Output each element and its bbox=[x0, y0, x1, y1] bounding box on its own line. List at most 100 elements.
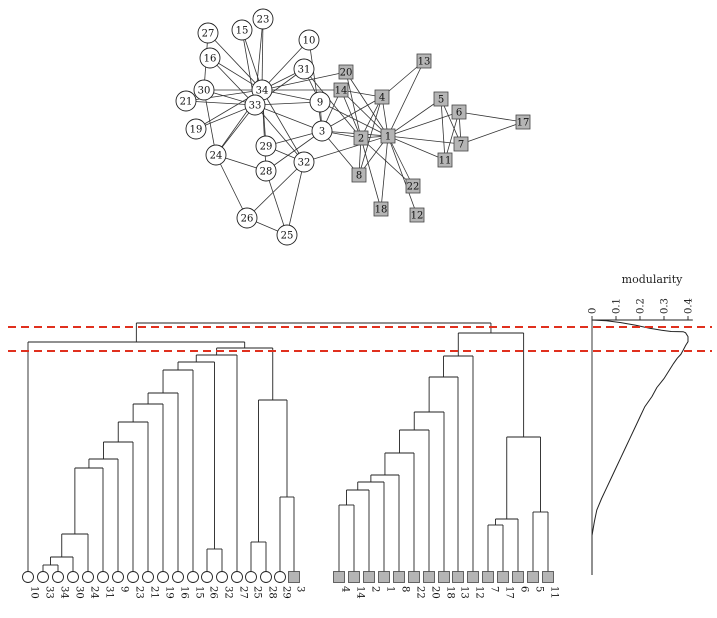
dendrogram-leaf-label: 23 bbox=[134, 586, 145, 599]
dendrogram-leaf: 17 bbox=[497, 571, 515, 599]
network-node-label: 6 bbox=[456, 108, 462, 119]
dendrogram-leaf-label: 2 bbox=[370, 586, 381, 592]
modularity-tick-label: 0 bbox=[588, 308, 599, 314]
dendrogram-leaf-label: 22 bbox=[415, 586, 426, 599]
dendrogram-merge bbox=[457, 332, 525, 437]
network-edge bbox=[387, 135, 446, 161]
dendrogram-branches bbox=[27, 322, 549, 577]
dendrogram-leaf-label: 4 bbox=[340, 586, 351, 592]
network-node-label: 12 bbox=[411, 211, 424, 222]
dendrogram-merge bbox=[177, 361, 215, 549]
dendrogram-leaf-label: 28 bbox=[267, 586, 278, 599]
dendrogram-leaf: 23 bbox=[127, 571, 145, 599]
dendrogram-leaf-label: 9 bbox=[119, 586, 130, 592]
network-edge bbox=[444, 111, 460, 161]
network-edge bbox=[340, 89, 362, 139]
network-edge bbox=[241, 29, 263, 91]
network-node-square: 18 bbox=[373, 201, 389, 217]
dendrogram-merge bbox=[74, 467, 104, 577]
dendrogram-leaf-label: 13 bbox=[459, 586, 470, 599]
network-edge bbox=[254, 104, 323, 132]
network-edge bbox=[387, 98, 442, 137]
network-edge bbox=[387, 60, 425, 137]
dendrogram-leaf: 5 bbox=[527, 571, 545, 592]
network-edge bbox=[340, 89, 389, 137]
dendrogram-leaf: 33 bbox=[37, 571, 55, 599]
network-node-square: 2 bbox=[353, 130, 369, 146]
network-node-circle: 30 bbox=[193, 79, 215, 101]
network-node-label: 9 bbox=[317, 98, 323, 109]
network-node-circle: 21 bbox=[175, 90, 197, 112]
dendrogram-merge bbox=[61, 533, 89, 577]
dendrogram-leaf-label: 30 bbox=[74, 586, 85, 599]
network-node-label: 22 bbox=[407, 182, 420, 193]
dendrogram-leaf: 24 bbox=[82, 571, 100, 599]
dendrogram-merge bbox=[88, 458, 119, 577]
dendrogram-leaf: 7 bbox=[482, 571, 500, 592]
network-node-square: 17 bbox=[515, 114, 531, 130]
network-edge bbox=[246, 161, 305, 219]
dendrogram-leaf: 32 bbox=[216, 571, 234, 599]
network-node-circle: 9 bbox=[309, 91, 331, 113]
dendrogram-leaf-label: 29 bbox=[281, 586, 292, 599]
network-node-square: 14 bbox=[333, 82, 349, 98]
network-node-label: 28 bbox=[260, 167, 273, 178]
network-node-label: 18 bbox=[375, 205, 388, 216]
dendrogram-leaf-label: 6 bbox=[519, 586, 530, 592]
network-node-square: 13 bbox=[416, 53, 432, 69]
network-node-circle: 27 bbox=[197, 22, 219, 44]
dendrogram-merge bbox=[495, 518, 519, 577]
dendrogram-leaf-label: 21 bbox=[149, 586, 160, 599]
dendrogram-leaf: 14 bbox=[348, 571, 366, 599]
dendrogram-merge bbox=[216, 347, 274, 400]
dendrogram-merge bbox=[27, 341, 246, 577]
network-node-label: 20 bbox=[340, 68, 353, 79]
dendrogram-merge bbox=[506, 436, 541, 519]
network-edge bbox=[209, 57, 256, 106]
dendrogram-merge bbox=[370, 474, 400, 577]
network-edge bbox=[215, 154, 248, 219]
network-edge bbox=[319, 101, 389, 137]
modularity-axis: 0 0.1 0.2 0.3 0.4 bbox=[588, 298, 695, 575]
network-node-label: 23 bbox=[257, 15, 270, 26]
network-node-label: 21 bbox=[180, 97, 193, 108]
network-edge bbox=[458, 111, 524, 123]
network-node-square: 7 bbox=[453, 136, 469, 152]
network-edge bbox=[265, 130, 323, 172]
network-node-label: 14 bbox=[335, 86, 348, 97]
network-node-square: 4 bbox=[374, 89, 390, 105]
network-node-label: 3 bbox=[319, 127, 325, 138]
network-node-square: 1 bbox=[380, 128, 396, 144]
dendrogram-leaf-label: 20 bbox=[430, 586, 441, 599]
network-edge bbox=[261, 18, 264, 91]
network-node-circle: 19 bbox=[185, 118, 207, 140]
dendrogram-leaf: 4 bbox=[333, 571, 351, 592]
network-node-label: 5 bbox=[438, 95, 444, 106]
dendrogram-leaf-label: 31 bbox=[104, 586, 115, 599]
network-edge bbox=[303, 135, 389, 163]
dendrogram-leaf: 13 bbox=[452, 571, 470, 599]
dendrogram-merge bbox=[195, 354, 238, 577]
network-node-circle: 15 bbox=[231, 19, 253, 41]
network-edge bbox=[387, 135, 418, 216]
dendrogram-leaf: 21 bbox=[142, 571, 160, 599]
modularity-curve bbox=[591, 319, 689, 575]
network-node-circle: 29 bbox=[255, 135, 277, 157]
modularity-tick-label: 0.3 bbox=[660, 298, 671, 314]
dendrogram-leaf: 30 bbox=[67, 571, 85, 599]
modularity-tick-label: 0.2 bbox=[636, 298, 647, 314]
dendrogram-merge bbox=[258, 399, 288, 542]
modularity-tick: 0.3 bbox=[660, 298, 671, 320]
network-node-square: 8 bbox=[351, 167, 367, 183]
network-node-label: 16 bbox=[204, 54, 217, 65]
dendrogram-leaf-label: 32 bbox=[223, 586, 234, 599]
network-node-label: 34 bbox=[256, 86, 269, 97]
dendrogram-leaf: 15 bbox=[187, 571, 205, 599]
dendrogram-leaf: 19 bbox=[157, 571, 175, 599]
network-node-label: 2 bbox=[358, 134, 364, 145]
network-node-label: 15 bbox=[236, 26, 249, 37]
cut-lines bbox=[8, 326, 712, 352]
network-edge bbox=[360, 137, 414, 187]
